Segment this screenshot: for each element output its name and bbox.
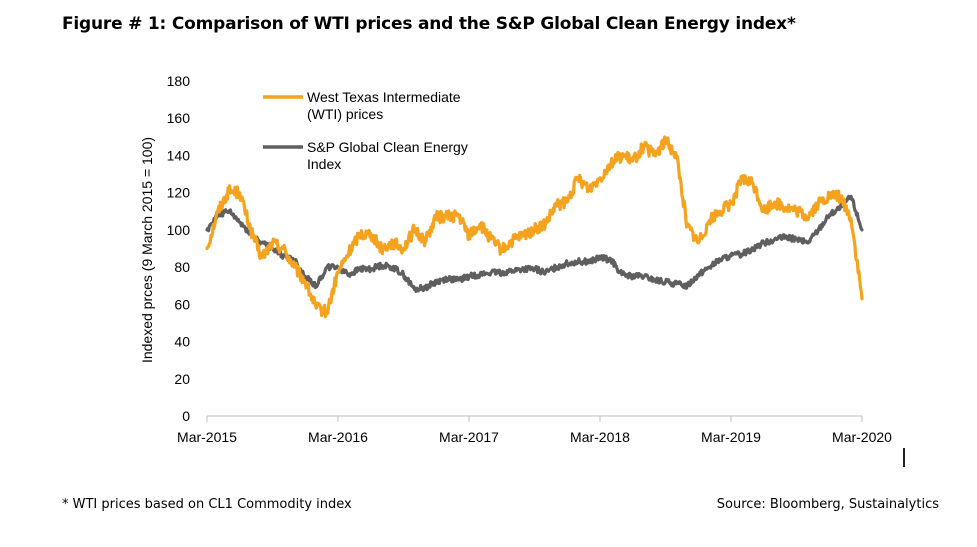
- x-tick-label: Mar-2020: [832, 429, 892, 445]
- chart-axes: 0 20 40 60 80 100 120 140 160 180 Mar-2015 Mar-2016…: [167, 73, 893, 445]
- x-tick-label: Mar-2016: [308, 429, 368, 445]
- source-note: Source: Bloomberg, Sustainalytics: [716, 497, 939, 512]
- chart-legend: West Texas Intermediate (WTI) prices S&P G…: [263, 89, 468, 172]
- y-tick-label: 80: [174, 259, 190, 275]
- y-tick-label: 180: [167, 73, 191, 89]
- figure-title: Figure # 1: Comparison of WTI prices and…: [62, 14, 796, 34]
- y-tick-label: 40: [174, 334, 190, 350]
- x-tick-label: Mar-2018: [570, 429, 630, 445]
- x-tick-label: Mar-2015: [177, 429, 237, 445]
- y-tick-label: 140: [167, 147, 191, 163]
- footnote: * WTI prices based on CL1 Commodity inde…: [62, 497, 352, 512]
- y-tick-label: 100: [167, 222, 191, 238]
- legend-wti-label: West Texas Intermediate (WTI) prices: [307, 89, 461, 122]
- y-tick-label: 0: [182, 408, 190, 424]
- wti-price-line: [205, 135, 864, 319]
- y-tick-label: 120: [167, 185, 191, 201]
- chart-lines: [205, 135, 864, 319]
- x-tick-label: Mar-2017: [439, 429, 499, 445]
- y-tick-label: 20: [174, 371, 190, 387]
- y-tick-label: 160: [167, 110, 191, 126]
- x-tick-label: Mar-2019: [701, 429, 761, 445]
- clean-energy-index-line: [205, 194, 864, 293]
- y-tick-label: 60: [174, 296, 190, 312]
- y-axis-label: Indexed prces (9 March 2015 = 100): [139, 137, 155, 363]
- legend-clean-energy-label: S&P Global Clean Energy Index: [307, 139, 468, 172]
- text-cursor-mark: [903, 448, 905, 467]
